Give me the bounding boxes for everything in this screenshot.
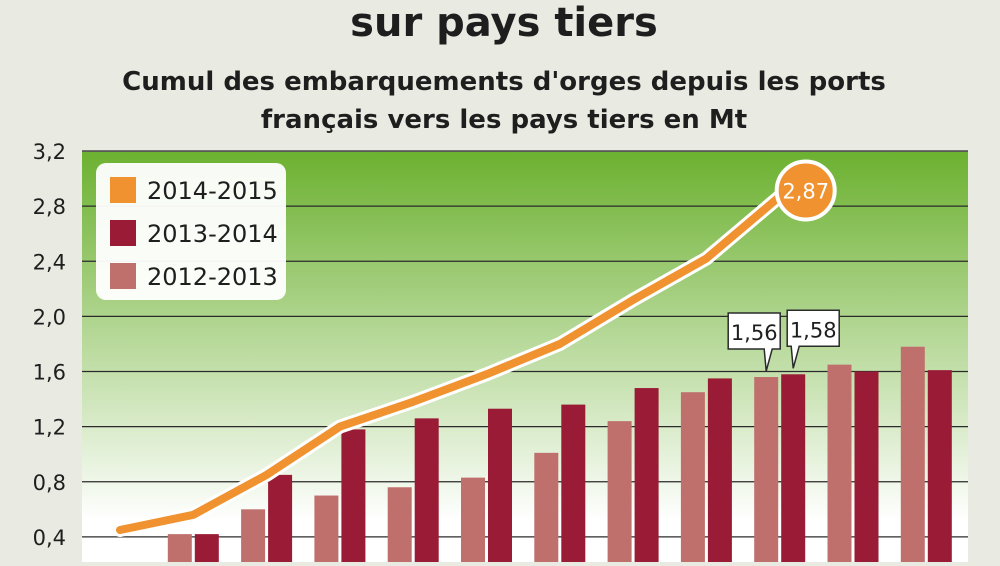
legend: 2014-2015 2013-2014 2012-2013 [96,163,286,300]
y-tick-label: 0,8 [33,471,66,495]
bar-2012-2013 [900,346,925,566]
legend-swatch [110,177,136,203]
bar-2012-2013 [754,377,779,566]
bar-2013-2014 [707,378,732,566]
bar-2013-2014 [854,371,879,566]
legend-swatch [110,263,136,289]
value-callout [727,312,781,372]
value-circle [774,159,837,222]
y-tick-label: 3,2 [33,140,66,164]
y-tick-label: 2,4 [33,250,66,274]
y-tick-label: 2,8 [33,195,66,219]
legend-label: 2014-2015 [147,177,278,205]
bar-2013-2014 [781,374,806,566]
line-2014-2015 [116,192,784,534]
bars [167,346,952,566]
line-series [113,189,787,537]
legend-label: 2013-2014 [147,220,278,248]
chart-title: sur pays tiers [350,0,658,46]
y-tick-label: 1,6 [33,361,66,385]
bar-2012-2013 [387,487,412,566]
legend-swatch [110,220,136,246]
y-tick-label: 0,4 [33,526,66,550]
bar-2012-2013 [827,364,852,566]
bar-2013-2014 [341,429,366,566]
bar-2012-2013 [534,452,559,566]
value-label: 1,56 [731,321,778,345]
bar-2013-2014 [634,388,659,566]
bar-2012-2013 [680,392,705,566]
bar-2012-2013 [461,477,485,566]
annotations: 2,87 1,56 1,58 [727,159,840,372]
chart-subtitle-line-2: français vers les pays tiers en Mt [261,105,747,135]
bar-2012-2013 [607,421,632,566]
bar-2013-2014 [927,370,952,566]
bar-2012-2013 [241,509,266,566]
legend-box [96,163,286,300]
value-label: 1,58 [790,318,837,342]
bar-2013-2014 [488,408,512,566]
y-axis-tick-labels: 0,4 0,8 1,2 1,6 2,0 2,4 2,8 3,2 [33,140,66,550]
bar-2012-2013 [167,534,192,566]
value-label: 2,87 [782,180,829,204]
y-tick-label: 2,0 [33,305,66,329]
bar-2013-2014 [561,404,586,566]
legend-label: 2012-2013 [147,263,278,291]
bar-2013-2014 [414,418,439,566]
bar-2013-2014 [268,474,293,566]
y-tick-label: 1,2 [33,416,66,440]
value-callout [786,309,840,369]
bar-2012-2013 [314,495,339,566]
bar-2013-2014 [194,534,219,566]
chart-subtitle-line-1: Cumul des embarquements d'orges depuis l… [122,67,886,97]
